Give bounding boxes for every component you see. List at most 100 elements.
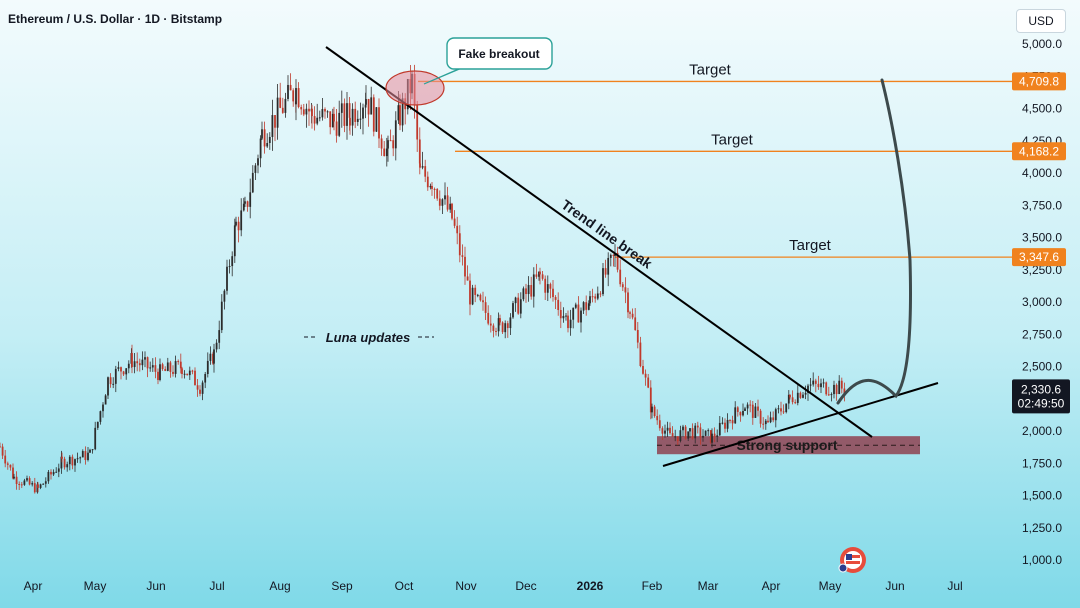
candle-body	[574, 304, 577, 308]
candle-body	[726, 419, 729, 429]
candle-body	[418, 139, 421, 164]
candle-body	[159, 364, 161, 380]
candle-body	[812, 380, 815, 385]
candle-body	[525, 288, 527, 295]
candle-body	[651, 406, 653, 413]
candle-body	[164, 369, 167, 371]
candle-body	[313, 116, 316, 124]
y-tick-label: 1,000.0	[1022, 553, 1062, 567]
candle-body	[268, 136, 271, 144]
candle-body	[567, 315, 569, 329]
candle-body	[91, 449, 94, 451]
fake-breakout-label: Fake breakout	[458, 47, 539, 61]
candle-body	[780, 408, 782, 412]
candle-body	[482, 300, 484, 303]
candle-body	[530, 285, 533, 297]
event-flag-canton	[846, 554, 852, 560]
ascending-trend-line	[662, 382, 939, 467]
candle-body	[444, 195, 446, 200]
candle-body	[634, 317, 637, 330]
candle-body	[827, 394, 830, 396]
candle-body	[397, 105, 400, 121]
candle-body	[122, 371, 125, 375]
candle-body	[461, 255, 464, 257]
candle-body	[504, 323, 507, 333]
y-tick-label: 3,250.0	[1022, 263, 1062, 277]
candle-body	[830, 394, 833, 396]
candle-body	[501, 322, 504, 333]
candle-body	[544, 278, 547, 293]
candle-body	[188, 370, 191, 376]
candle-body	[102, 404, 104, 412]
x-tick-label: Jul	[209, 579, 224, 593]
candle-body	[300, 107, 303, 110]
candle-body	[338, 112, 341, 136]
candle-body	[596, 293, 599, 299]
candle-body	[489, 323, 492, 326]
candle-body	[580, 310, 582, 323]
candle-body	[161, 364, 164, 370]
candle-body	[718, 422, 721, 436]
candle-body	[441, 199, 444, 206]
candle-body	[63, 458, 66, 468]
candle-body	[201, 382, 204, 394]
support-label: Strong support	[736, 437, 837, 453]
candle-body	[822, 382, 825, 384]
candle-body	[302, 109, 305, 115]
y-tick-label: 1,750.0	[1022, 456, 1062, 470]
candle-body	[602, 268, 604, 295]
candle-body	[787, 394, 790, 404]
candle-body	[254, 165, 257, 173]
candle-body	[607, 257, 610, 275]
candle-body	[249, 192, 252, 207]
candle-body	[127, 363, 130, 369]
candle-body	[691, 428, 694, 439]
candle-body	[324, 109, 326, 112]
candle-body	[375, 107, 378, 132]
candle-body	[329, 111, 332, 128]
candle-body	[295, 88, 297, 105]
candle-body	[169, 362, 172, 372]
candle-body	[484, 302, 487, 313]
candle-body	[762, 423, 765, 425]
candle-body	[517, 297, 520, 314]
candle-body	[74, 459, 76, 466]
candle-body	[365, 99, 367, 105]
candle-body	[215, 342, 218, 350]
candle-body	[796, 392, 799, 403]
candle-body	[627, 292, 629, 313]
candle-body	[694, 425, 697, 439]
x-tick-label: Apr	[762, 579, 781, 593]
candle-body	[335, 121, 338, 136]
candle-body	[599, 293, 602, 295]
target-label: Target	[789, 237, 832, 254]
candle-body	[814, 380, 817, 384]
candle-body	[594, 296, 597, 299]
candle-body	[136, 361, 139, 364]
candle-body	[76, 458, 79, 460]
x-tick-label: Nov	[455, 579, 476, 593]
candle-body	[370, 97, 373, 115]
candle-body	[554, 297, 557, 300]
candle-body	[321, 109, 324, 118]
candle-body	[799, 392, 802, 398]
candle-body	[729, 419, 731, 421]
candle-body	[244, 201, 246, 204]
candle-body	[843, 388, 846, 394]
currency-button[interactable]: USD	[1016, 9, 1066, 33]
candle-body	[87, 452, 89, 461]
candle-body	[146, 357, 149, 369]
candle-body	[807, 385, 809, 393]
candle-body	[213, 349, 215, 364]
candle-body	[79, 457, 82, 459]
candle-body	[179, 361, 182, 369]
candle-body	[466, 276, 469, 281]
candle-body	[99, 411, 102, 422]
candle-body	[769, 417, 772, 423]
candle-body	[311, 108, 313, 117]
candle-body	[585, 302, 588, 310]
x-tick-label: Jul	[947, 579, 962, 593]
candle-body	[259, 138, 262, 159]
